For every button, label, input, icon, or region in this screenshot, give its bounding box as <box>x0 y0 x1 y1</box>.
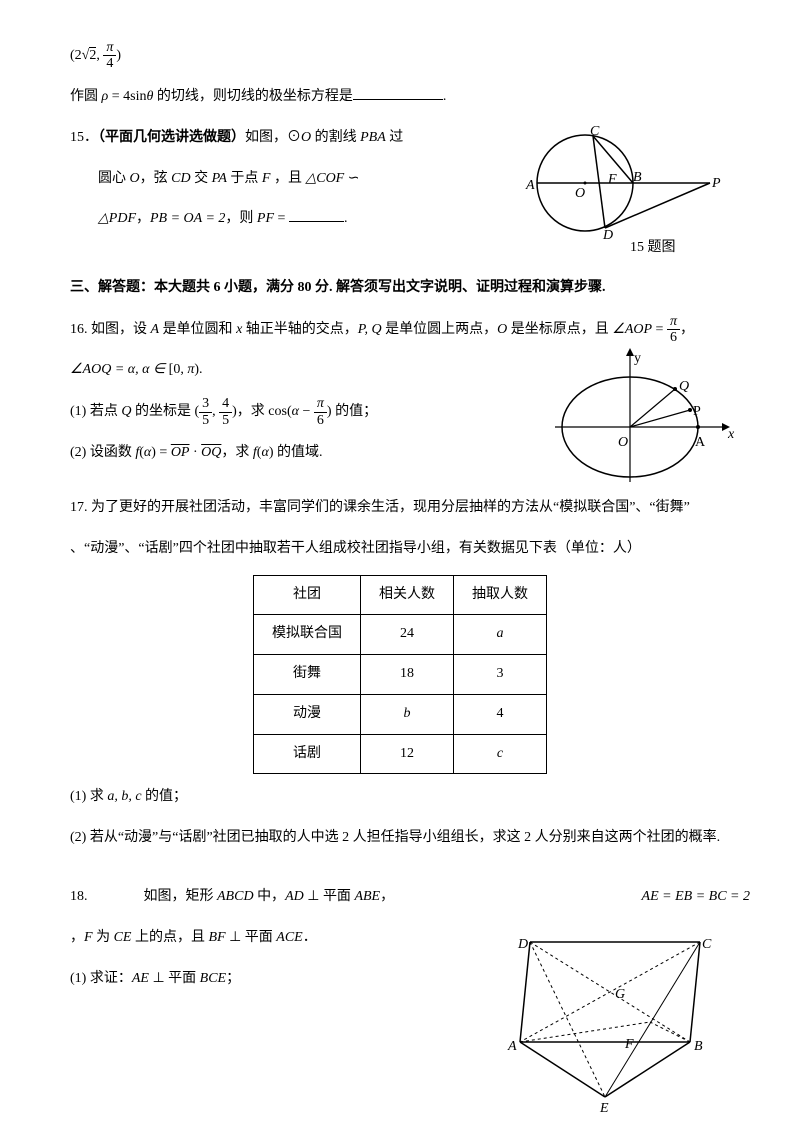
q15-line2: 圆心 O，弦 CD 交 PA 于点 F ，且 △COF ∽ <box>70 164 470 195</box>
th-club: 社团 <box>254 575 361 615</box>
section-3-header: 三、解答题：本大题共 6 小题，满分 80 分. 解答须写出文字说明、证明过程和… <box>70 273 730 304</box>
q17-part1: (1) 求 a, b, c 的值； <box>70 782 730 813</box>
q16-part1: (1) 若点 Q 的坐标是 (35, 45)，求 cos(α − π6) 的值； <box>70 396 480 428</box>
q15-line1: 15．（平面几何选讲选做题）如图，⊙O 的割线 PBA 过 <box>70 123 470 154</box>
q17-line2: 、“动漫”、“话剧”四个社团中抽取若干人组成校社团指导小组，有关数据见下表（单位… <box>70 534 730 565</box>
blank-15 <box>289 221 344 222</box>
q14-prefix: (2√2, π4) <box>70 40 730 72</box>
blank-14 <box>353 99 443 100</box>
vec-oq: OQ <box>201 445 221 460</box>
q17-part2: (2) 若从“动漫”与“话剧”社团已抽取的人中选 2 人担任指导小组组长，求这 … <box>70 823 730 854</box>
q18-line2: ，F 为 CE 上的点，且 BF ⊥ 平面 ACE． <box>70 923 450 954</box>
vec-op: OP <box>171 445 190 460</box>
q18-right-eq: AE = EB = BC = 2 <box>642 882 750 913</box>
figure-18: A B C D E F G <box>490 922 720 1125</box>
q18-line1: 18.如图，矩形 ABCD 中，AD ⊥ 平面 ABE， AE = EB = B… <box>70 882 730 913</box>
pi-label: π <box>103 40 116 56</box>
figure-15: A B C D O F P 15 题图 <box>490 113 750 266</box>
tri-pdf: △PDF <box>98 211 136 226</box>
tri-cof: △COF <box>305 171 344 186</box>
q17-table: 社团 相关人数 抽取人数 模拟联合国24a 街舞183 动漫b4 话剧12c <box>253 575 547 775</box>
q14-line: 作圆 ρ = 4sinθ 的切线，则切线的极坐标方程是. <box>70 82 730 113</box>
q15-line3: △PDF，PB = OA = 2，则 PF = . <box>70 204 470 235</box>
fig15-caption: 15 题图 <box>630 233 676 264</box>
figure-16: y x O A P Q <box>540 342 740 505</box>
th-count: 相关人数 <box>361 575 454 615</box>
th-sample: 抽取人数 <box>454 575 547 615</box>
